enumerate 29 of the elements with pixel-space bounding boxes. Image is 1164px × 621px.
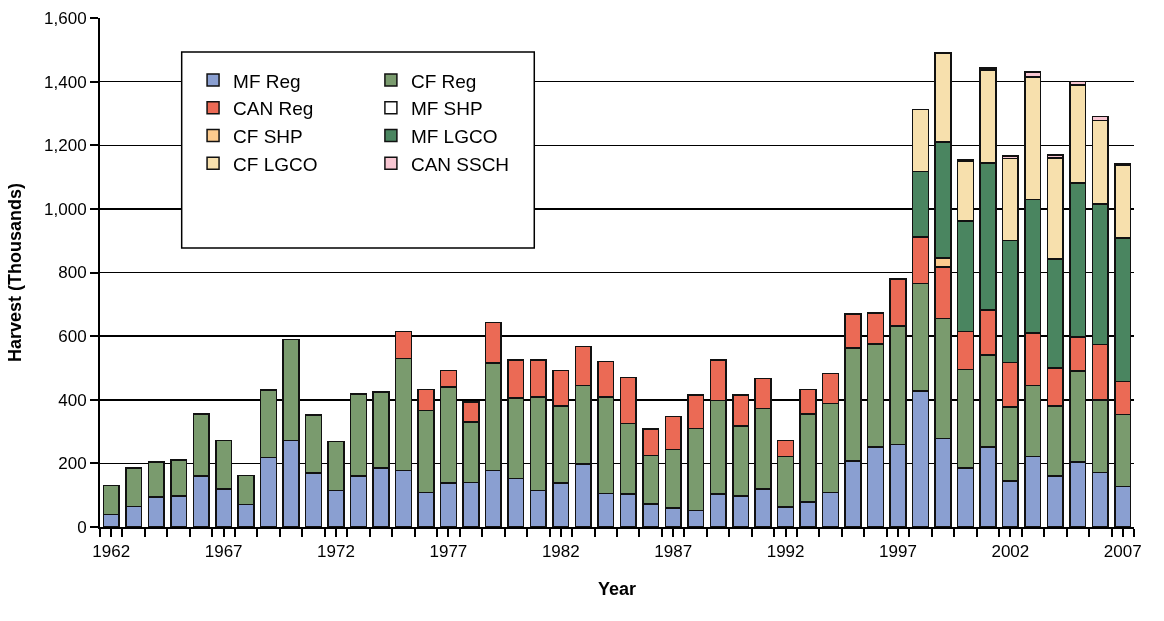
x-tick-label: 1977 (429, 542, 468, 562)
y-tick-label: 600 (58, 327, 87, 347)
legend-label: CF Reg (410, 70, 477, 92)
x-tick-label: 1967 (204, 542, 243, 562)
legend-label: CF LGCO (233, 153, 318, 175)
y-tick-label: 0 (77, 517, 87, 537)
legend-label: CAN Reg (233, 98, 314, 120)
y-tick-label: 1,000 (44, 199, 87, 219)
legend-label: CF SHP (233, 125, 303, 147)
legend-label: MF LGCO (410, 125, 498, 147)
legend-label: MF Reg (233, 70, 301, 92)
y-tick-label: 800 (58, 263, 87, 283)
x-tick-label: 1987 (654, 542, 693, 562)
x-axis-title: Year (597, 579, 637, 599)
x-tick-label: 1992 (766, 542, 805, 562)
y-axis-title: Harvest (Thousands) (4, 182, 25, 363)
legend-label: CAN SSCH (410, 153, 510, 175)
x-tick-label: 1972 (317, 542, 355, 562)
legend-label: MF SHP (410, 98, 483, 120)
x-tick-label: 2002 (991, 542, 1030, 562)
x-tick-label: 2007 (1103, 542, 1142, 562)
x-tick-label: 1962 (92, 542, 131, 562)
y-tick-label: 1,200 (44, 136, 87, 156)
x-tick-label: 1982 (541, 542, 580, 562)
x-tick-label: 1997 (879, 542, 917, 562)
y-tick-label: 200 (58, 454, 87, 474)
y-tick-label: 400 (58, 390, 87, 410)
y-tick-label: 1,600 (44, 8, 87, 28)
y-tick-label: 1,400 (44, 72, 87, 92)
